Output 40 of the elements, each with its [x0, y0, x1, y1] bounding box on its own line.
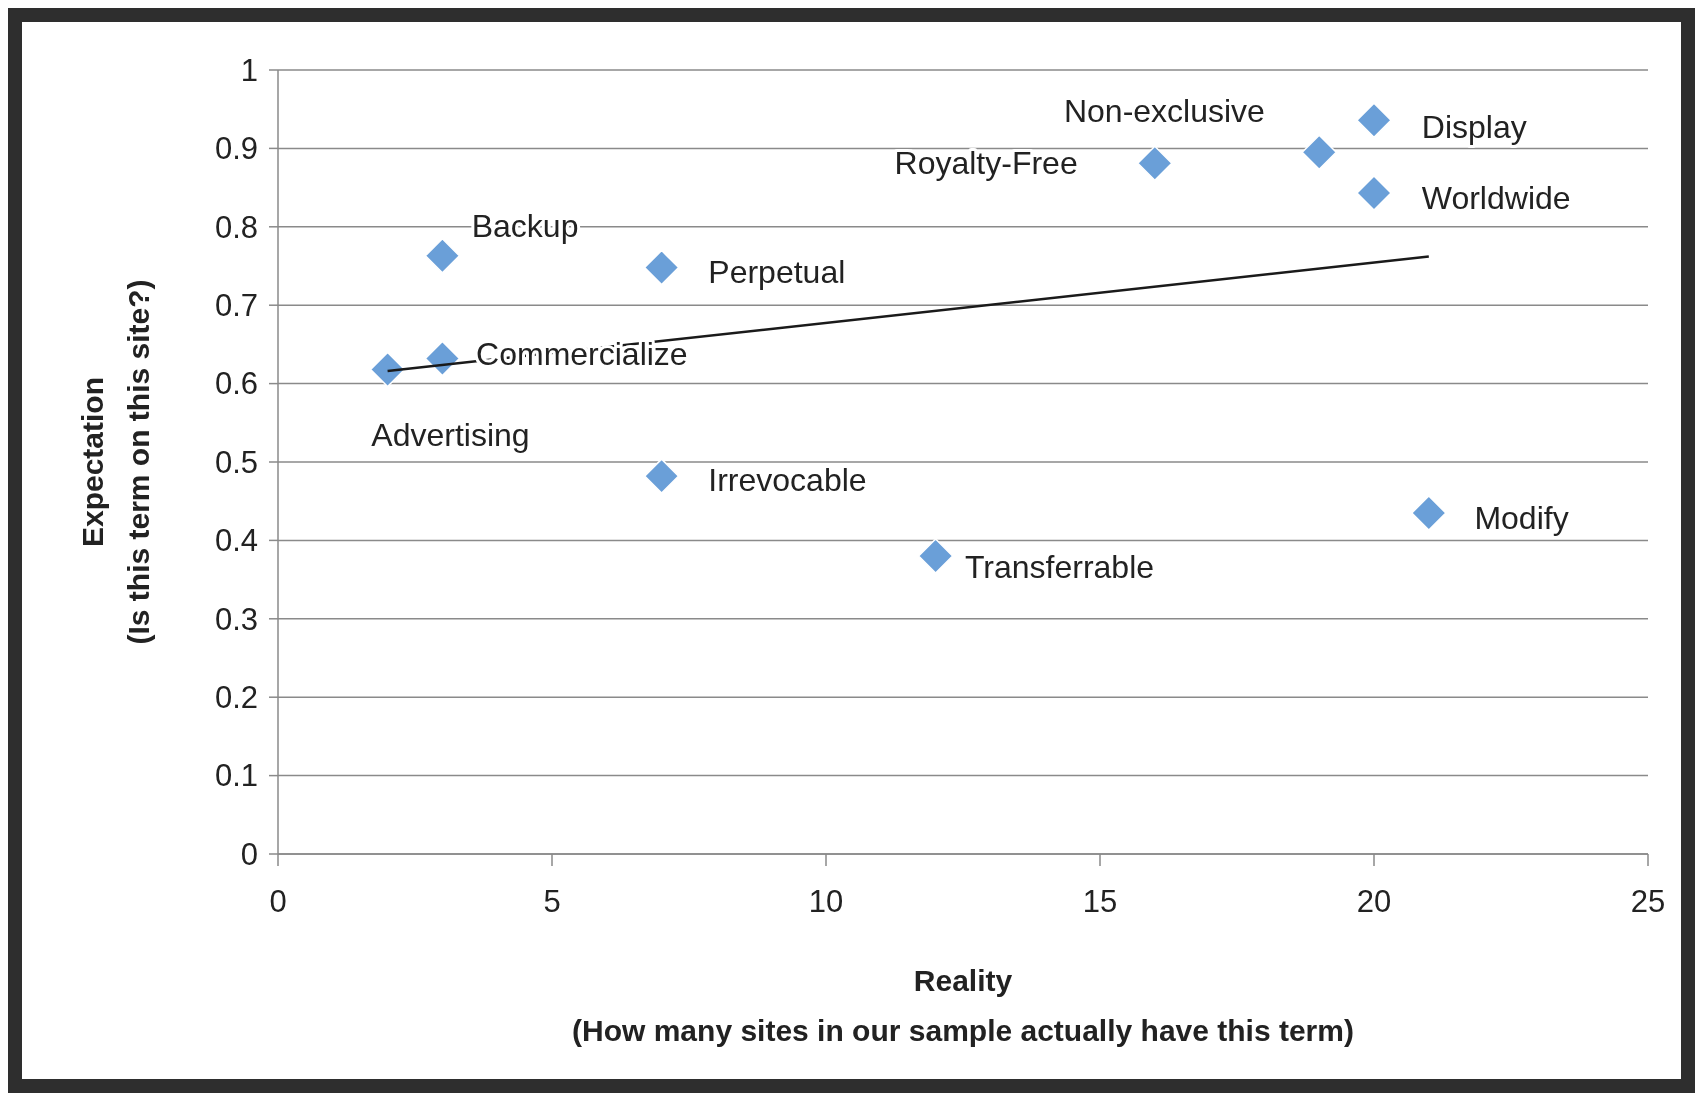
point: [1356, 175, 1392, 211]
y-tick-label: 0.5: [214, 444, 258, 480]
data-label: Irrevocable: [708, 462, 867, 499]
y-tick-label: 0.3: [214, 601, 258, 637]
data-label: Backup: [471, 208, 579, 245]
y-tick-label: 0.8: [214, 209, 258, 245]
x-tick-label: 10: [808, 884, 844, 919]
y-axis-title: Expectation (Is this term on this site?): [76, 279, 155, 645]
y-tick-label: 0.2: [214, 680, 258, 716]
y-tick-label: 0.9: [214, 131, 258, 167]
y-tick-label: 0.6: [214, 366, 258, 402]
point: [424, 238, 461, 274]
x-tick-label: 0: [269, 884, 287, 919]
data-label: Advertising: [371, 416, 530, 453]
point: [643, 458, 680, 494]
x-tick-label: 25: [1630, 884, 1666, 919]
point: [424, 340, 461, 377]
point: [1137, 145, 1173, 182]
point: [1356, 102, 1392, 138]
point: [369, 351, 406, 388]
y-tick-label: 0.7: [214, 288, 258, 324]
data-label: Transferrable: [964, 548, 1155, 585]
y-tick-label: 0.4: [214, 523, 258, 559]
y-tick-label: 0: [240, 836, 258, 872]
x-tick-label: 5: [543, 884, 561, 919]
point: [1411, 495, 1447, 531]
point: [643, 249, 680, 286]
data-label: Display: [1421, 108, 1527, 145]
point: [1301, 134, 1337, 171]
data-label: Worldwide: [1421, 180, 1571, 217]
point: [917, 538, 954, 574]
x-tick-label: 20: [1356, 884, 1392, 919]
x-axis-title: Reality (How many sites in our sample actually have this term): [572, 964, 1354, 1047]
y-tick-label: 1: [240, 52, 258, 88]
x-tick-label: 15: [1082, 884, 1118, 919]
data-label: Royalty-Free: [894, 145, 1078, 182]
data-label: Perpetual: [708, 253, 846, 290]
data-label: Modify: [1474, 500, 1569, 537]
data-label: Non-exclusive: [1063, 92, 1265, 129]
y-tick-label: 0.1: [214, 758, 258, 794]
